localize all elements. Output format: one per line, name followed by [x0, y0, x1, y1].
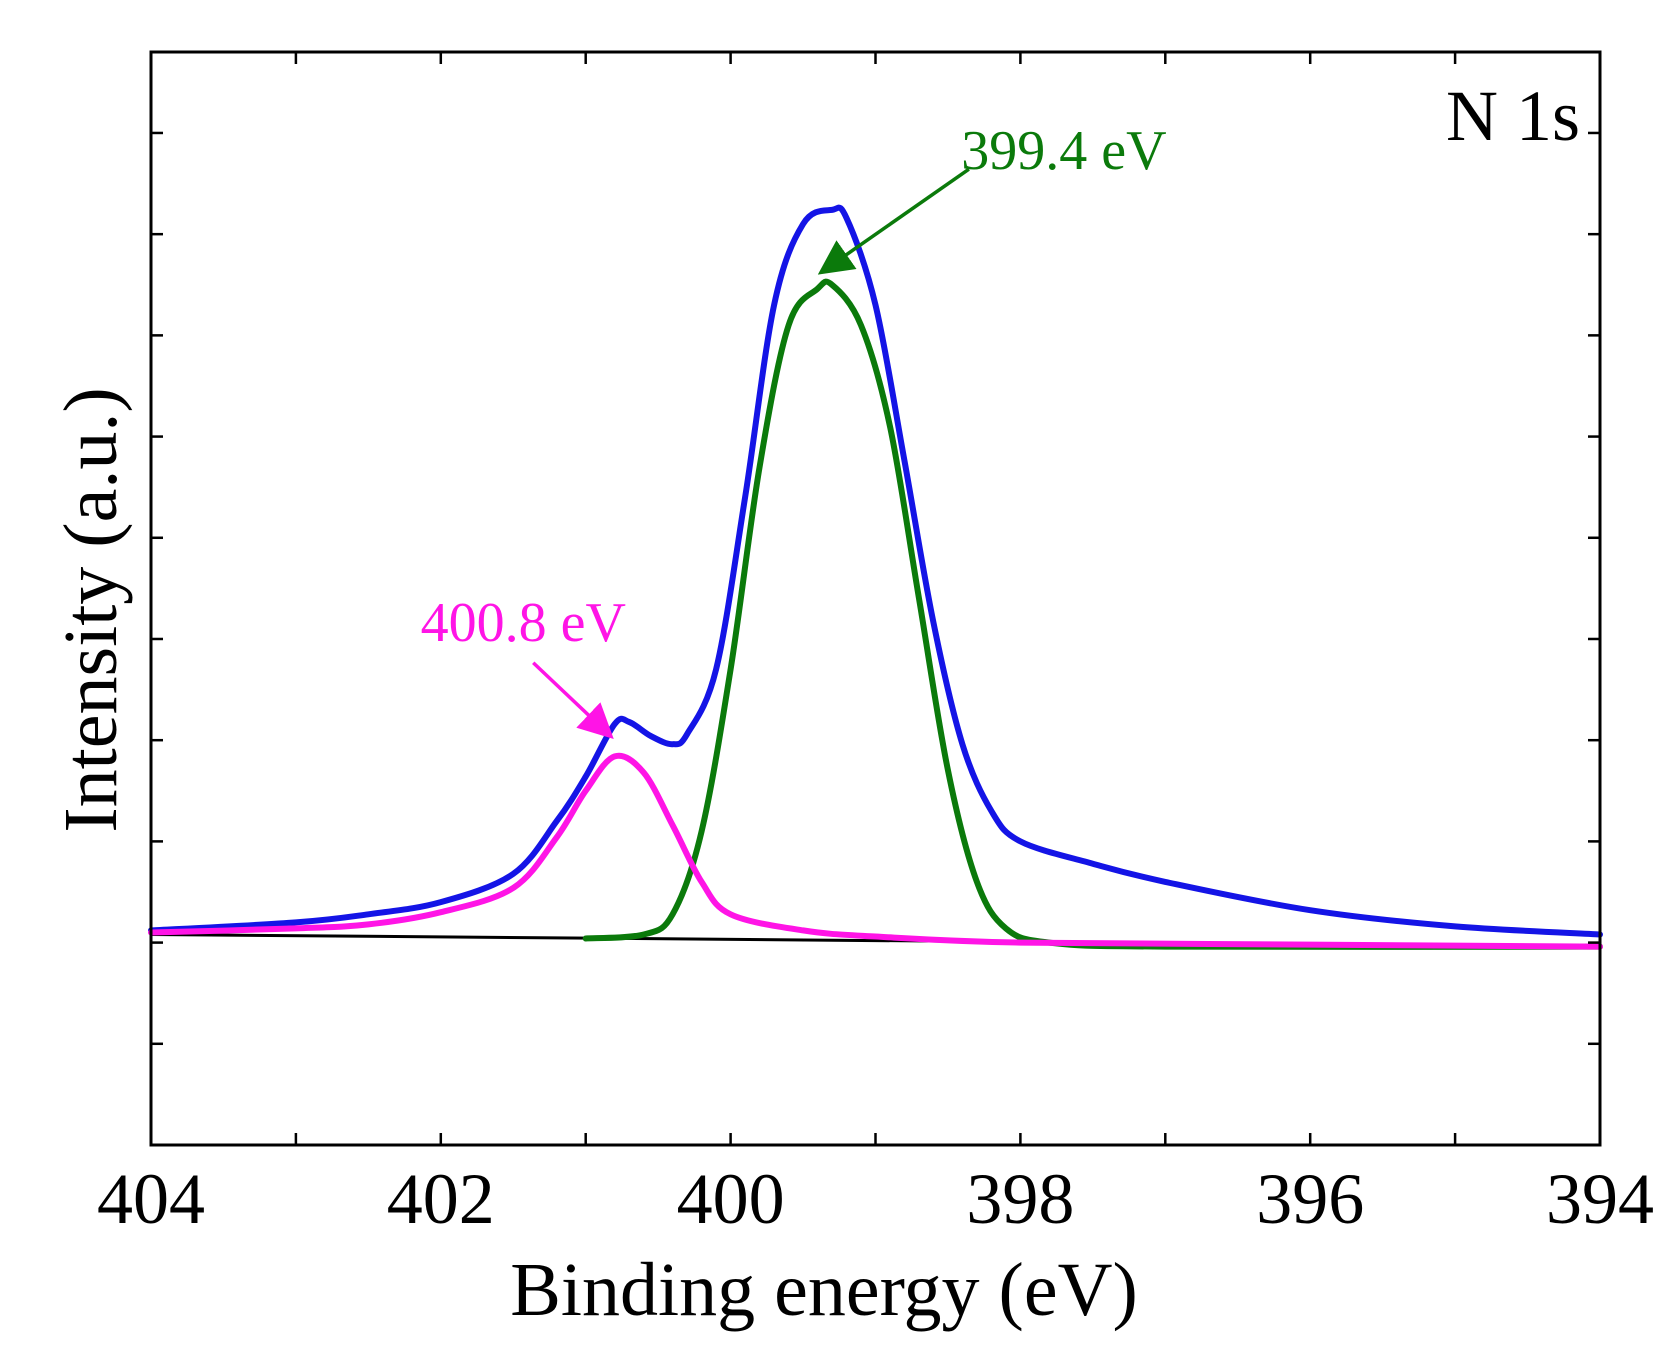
- x-axis-title: Binding energy (eV): [510, 1248, 1138, 1332]
- envelope-curve: [148, 204, 1603, 938]
- x-tick-label: 400: [677, 1159, 785, 1239]
- x-tick-label: 396: [1256, 1159, 1364, 1239]
- x-tick-label: 394: [1546, 1159, 1654, 1239]
- series-layer: [148, 204, 1603, 950]
- x-tick-labels: 404 402 400 398 396 394: [97, 1159, 1654, 1239]
- x-tick-label: 402: [387, 1159, 495, 1239]
- peak-399-curve: [582, 278, 1603, 950]
- plot-frame: [149, 50, 1602, 1147]
- annotation-layer: 399.4 eV 400.8 eV: [421, 120, 1167, 739]
- peak-399-label: 399.4 eV: [961, 120, 1166, 182]
- peak-400-arrow: [532, 661, 614, 739]
- x-tick-label: 398: [966, 1159, 1074, 1239]
- peak-399-arrow: [817, 167, 970, 275]
- panel-label: N 1s: [1446, 76, 1580, 156]
- peak-400-label: 400.8 eV: [421, 592, 626, 654]
- peak-400-curve: [148, 752, 1603, 950]
- tick-layer: [149, 52, 1602, 1145]
- y-axis-title: Intensity (a.u.): [49, 387, 133, 832]
- x-tick-label: 404: [97, 1159, 205, 1239]
